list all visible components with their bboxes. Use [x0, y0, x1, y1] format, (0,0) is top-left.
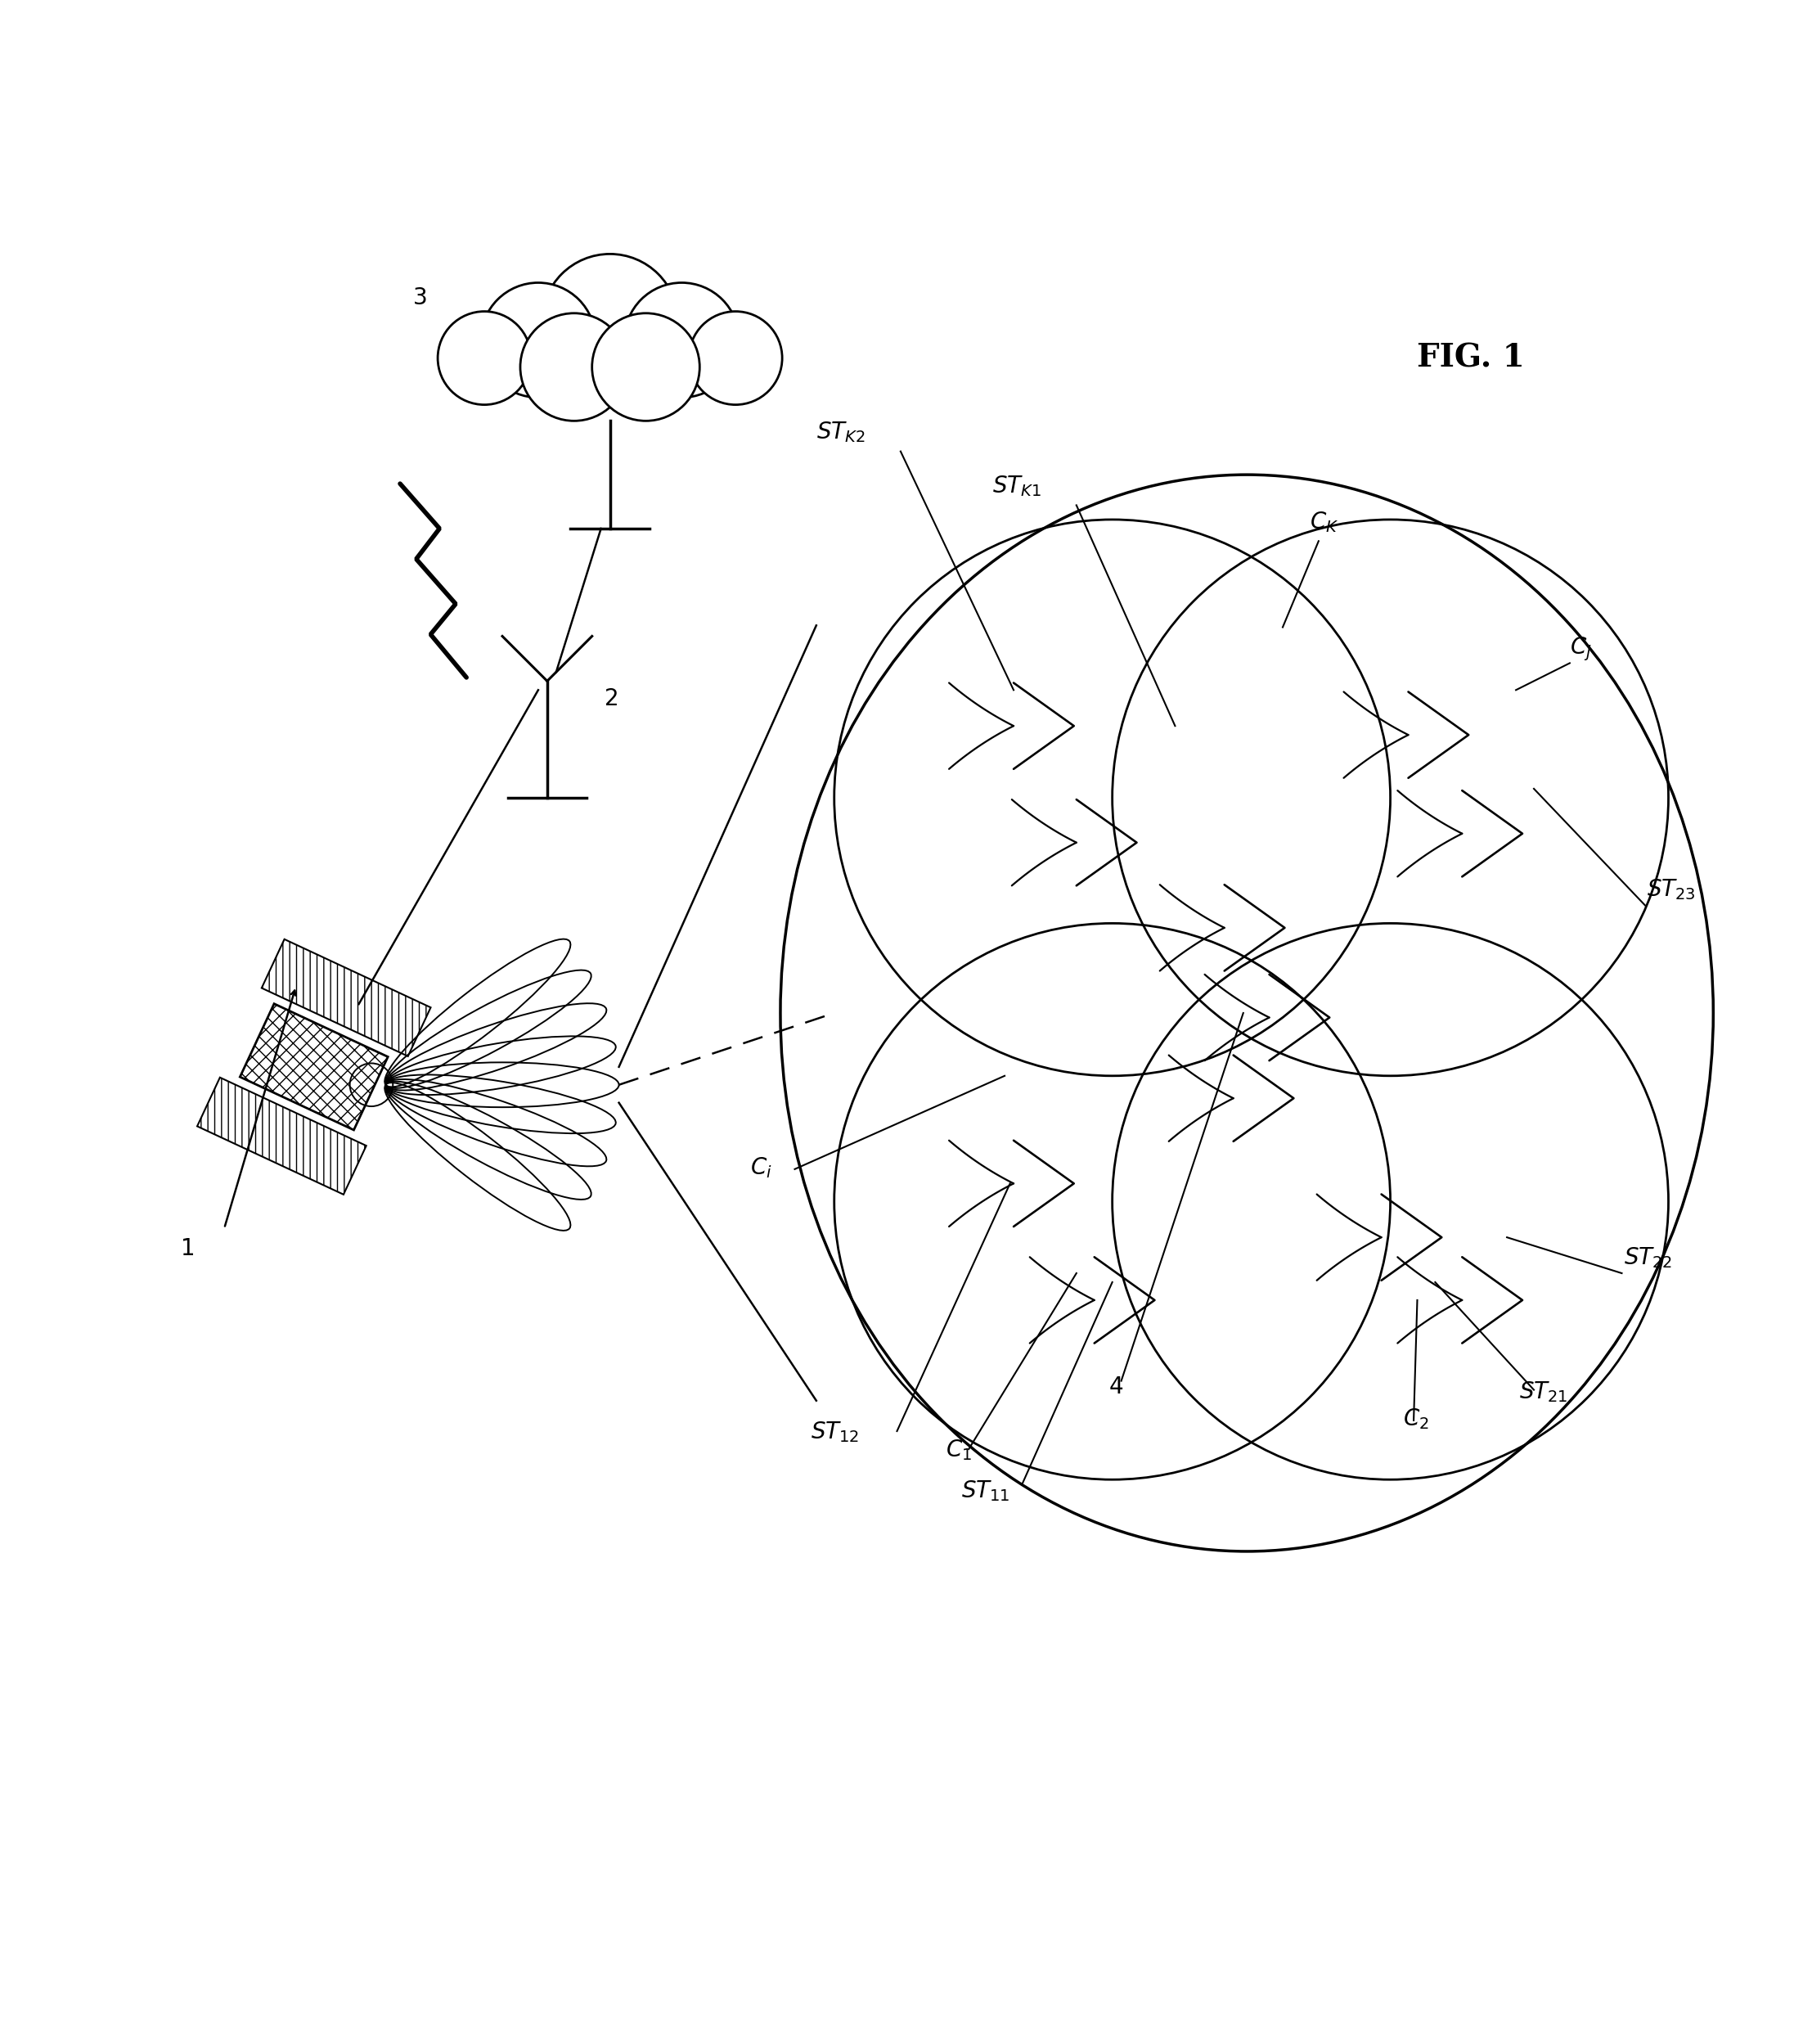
Circle shape: [520, 313, 628, 421]
Text: $ST_{K2}$: $ST_{K2}$: [816, 419, 865, 444]
Text: $C_i$: $C_i$: [750, 1155, 771, 1179]
Text: $ST_{22}$: $ST_{22}$: [1624, 1245, 1672, 1269]
Circle shape: [481, 282, 596, 397]
Text: 3: 3: [413, 286, 427, 309]
Text: $C_K$: $C_K$: [1310, 509, 1338, 533]
Text: 1: 1: [181, 1237, 196, 1261]
Text: FIG. 1: FIG. 1: [1417, 343, 1525, 374]
Text: $ST_{12}$: $ST_{12}$: [811, 1419, 859, 1443]
Text: 4: 4: [1109, 1376, 1123, 1398]
Circle shape: [689, 311, 782, 405]
Text: $ST_{21}$: $ST_{21}$: [1520, 1380, 1568, 1404]
Circle shape: [624, 282, 739, 397]
Text: 2: 2: [605, 687, 619, 711]
Text: $ST_{K1}$: $ST_{K1}$: [992, 474, 1041, 499]
Text: $ST_{11}$: $ST_{11}$: [962, 1478, 1010, 1502]
Circle shape: [592, 313, 700, 421]
Text: $C_j$: $C_j$: [1570, 636, 1591, 662]
Text: $ST_{23}$: $ST_{23}$: [1647, 877, 1695, 901]
Circle shape: [542, 253, 678, 390]
Circle shape: [438, 311, 531, 405]
Text: $C_1$: $C_1$: [945, 1437, 972, 1461]
Text: $C_2$: $C_2$: [1403, 1406, 1428, 1431]
